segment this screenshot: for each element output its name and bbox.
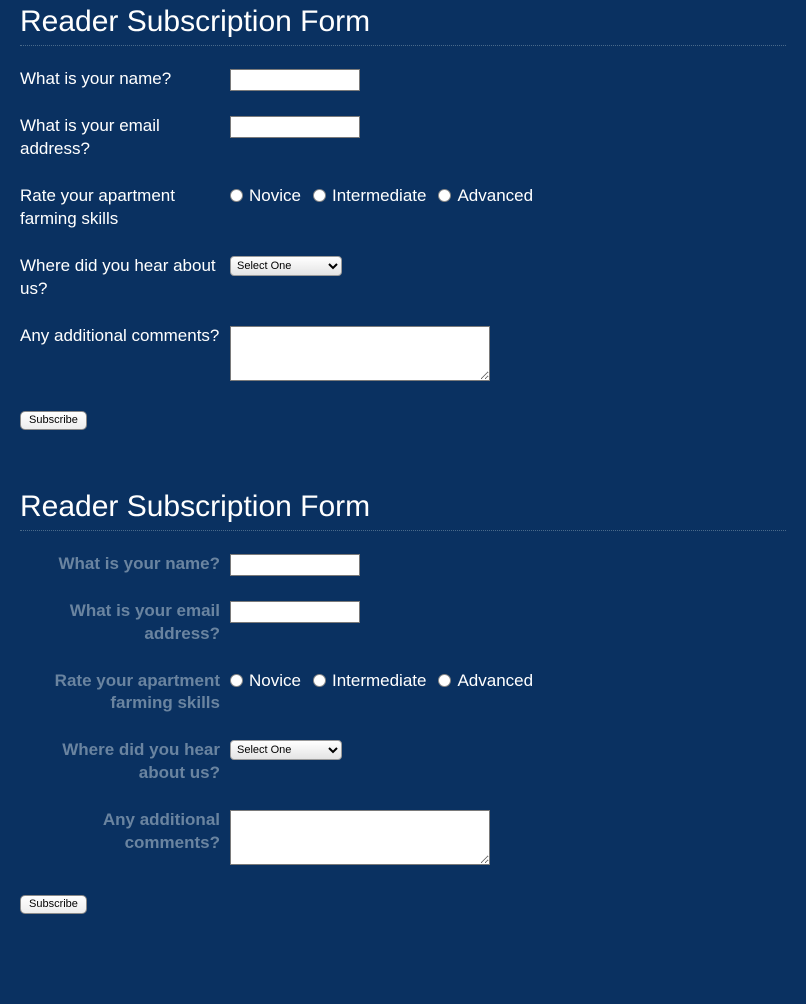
name-input[interactable] <box>230 554 360 576</box>
name-label: What is your name? <box>20 553 230 576</box>
radio-novice[interactable] <box>230 189 243 202</box>
name-control <box>230 68 786 91</box>
radio-item-novice: Novice <box>230 671 301 691</box>
radio-intermediate[interactable] <box>313 189 326 202</box>
radio-item-novice: Novice <box>230 186 301 206</box>
radio-novice-label[interactable]: Novice <box>249 671 301 691</box>
radio-advanced-label[interactable]: Advanced <box>457 186 533 206</box>
field-row-skills: Rate your apartment farming skills Novic… <box>20 670 786 716</box>
email-control <box>230 600 786 623</box>
comments-label: Any additional comments? <box>20 325 230 348</box>
radio-item-intermediate: Intermediate <box>313 186 427 206</box>
field-row-name: What is your name? <box>20 68 786 91</box>
skills-radio-group: Novice Intermediate Advanced <box>230 671 786 691</box>
hear-label: Where did you hear about us? <box>20 739 230 785</box>
field-row-comments: Any additional comments? <box>20 809 786 870</box>
hear-select[interactable]: Select One <box>230 256 342 276</box>
email-input[interactable] <box>230 116 360 138</box>
field-row-email: What is your email address? <box>20 115 786 161</box>
hear-control: Select One <box>230 739 786 760</box>
radio-advanced-label[interactable]: Advanced <box>457 671 533 691</box>
hear-select[interactable]: Select One <box>230 740 342 760</box>
skills-label: Rate your apartment farming skills <box>20 185 230 231</box>
radio-item-advanced: Advanced <box>438 186 533 206</box>
email-label: What is your email address? <box>20 600 230 646</box>
skills-control: Novice Intermediate Advanced <box>230 670 786 691</box>
field-row-hear: Where did you hear about us? Select One <box>20 739 786 785</box>
form-title: Reader Subscription Form <box>20 490 786 531</box>
hear-label: Where did you hear about us? <box>20 255 230 301</box>
subscription-form-2: Reader Subscription Form What is your na… <box>20 490 786 915</box>
radio-novice-label[interactable]: Novice <box>249 186 301 206</box>
radio-advanced[interactable] <box>438 189 451 202</box>
form-title: Reader Subscription Form <box>20 5 786 46</box>
radio-intermediate[interactable] <box>313 674 326 687</box>
subscription-form-1: Reader Subscription Form What is your na… <box>20 5 786 430</box>
comments-textarea[interactable] <box>230 326 490 381</box>
name-control <box>230 553 786 576</box>
comments-label: Any additional comments? <box>20 809 230 855</box>
radio-intermediate-label[interactable]: Intermediate <box>332 186 427 206</box>
field-row-comments: Any additional comments? <box>20 325 786 386</box>
radio-item-intermediate: Intermediate <box>313 671 427 691</box>
field-row-skills: Rate your apartment farming skills Novic… <box>20 185 786 231</box>
email-control <box>230 115 786 138</box>
hear-control: Select One <box>230 255 786 276</box>
radio-novice[interactable] <box>230 674 243 687</box>
skills-control: Novice Intermediate Advanced <box>230 185 786 206</box>
skills-label: Rate your apartment farming skills <box>20 670 230 716</box>
name-label: What is your name? <box>20 68 230 91</box>
submit-row: Subscribe <box>20 410 786 430</box>
radio-item-advanced: Advanced <box>438 671 533 691</box>
radio-intermediate-label[interactable]: Intermediate <box>332 671 427 691</box>
comments-control <box>230 325 786 386</box>
subscribe-button[interactable]: Subscribe <box>20 895 87 914</box>
field-row-email: What is your email address? <box>20 600 786 646</box>
skills-radio-group: Novice Intermediate Advanced <box>230 186 786 206</box>
comments-control <box>230 809 786 870</box>
email-input[interactable] <box>230 601 360 623</box>
subscribe-button[interactable]: Subscribe <box>20 411 87 430</box>
comments-textarea[interactable] <box>230 810 490 865</box>
field-row-hear: Where did you hear about us? Select One <box>20 255 786 301</box>
submit-row: Subscribe <box>20 894 786 914</box>
radio-advanced[interactable] <box>438 674 451 687</box>
name-input[interactable] <box>230 69 360 91</box>
field-row-name: What is your name? <box>20 553 786 576</box>
email-label: What is your email address? <box>20 115 230 161</box>
